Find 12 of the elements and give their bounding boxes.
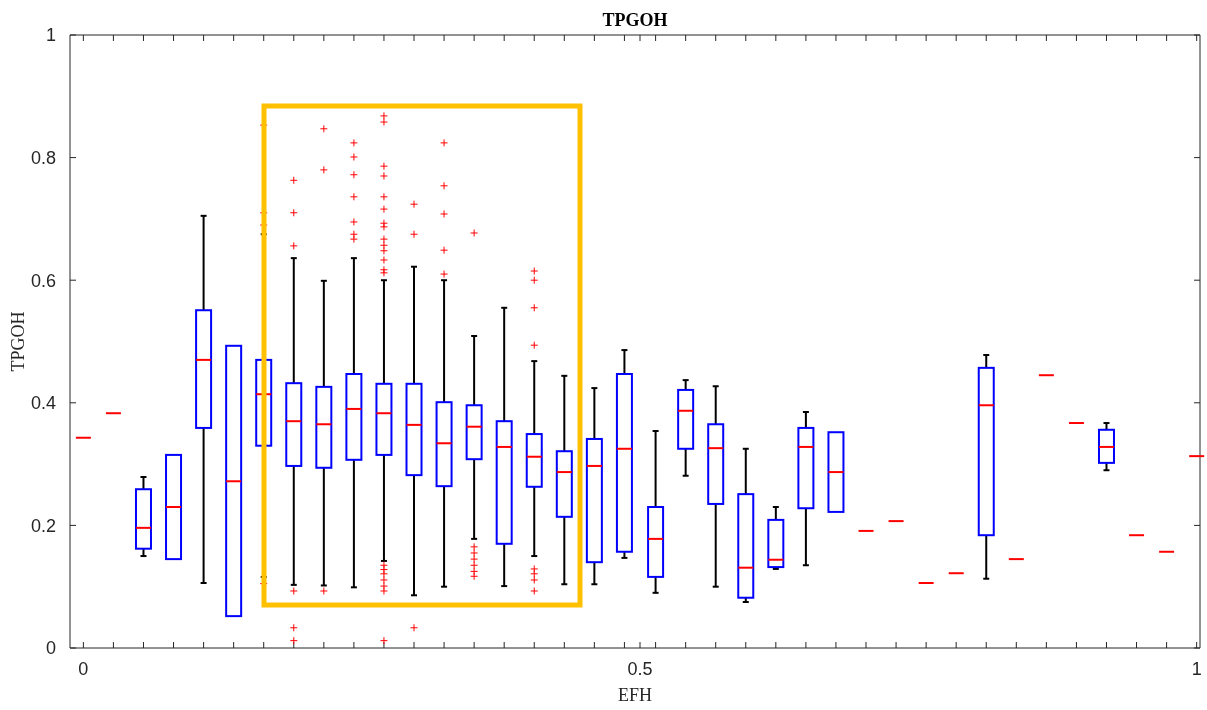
y-tick-label: 0: [45, 638, 56, 659]
x-tick-label: 1: [1191, 658, 1202, 679]
y-tick-label: 0.6: [30, 270, 56, 291]
chart-title: TPGOH: [602, 10, 668, 30]
x-tick-label: 0.5: [627, 658, 653, 679]
x-axis-title: EFH: [617, 685, 653, 705]
y-tick-label: 1: [45, 25, 56, 46]
y-tick-label: 0.4: [30, 393, 56, 414]
y-axis-title: TPGOH: [8, 311, 28, 372]
x-tick-label: 0: [78, 658, 89, 679]
y-tick-label: 0.8: [30, 147, 56, 168]
y-tick-label: 0.2: [30, 515, 56, 536]
